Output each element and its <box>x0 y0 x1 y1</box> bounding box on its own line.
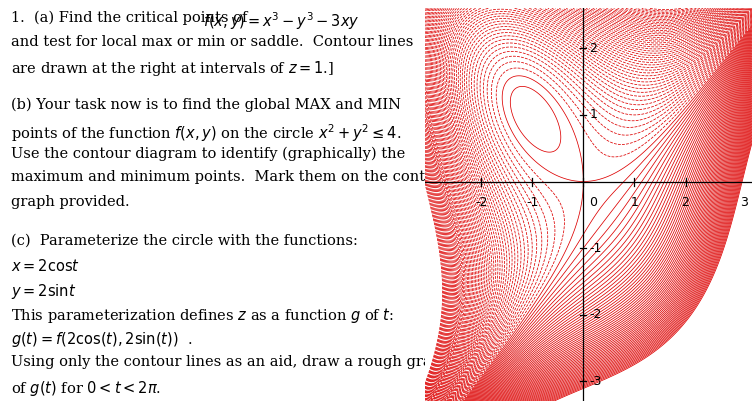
Text: (c)  Parameterize the circle with the functions:: (c) Parameterize the circle with the fun… <box>11 234 358 247</box>
Text: and test for local max or min or saddle.  Contour lines: and test for local max or min or saddle.… <box>11 35 413 48</box>
Text: $x = 2\mathrm{cos}t$: $x = 2\mathrm{cos}t$ <box>11 258 80 274</box>
Text: -1: -1 <box>526 196 538 209</box>
Text: Using only the contour lines as an aid, draw a rough graph: Using only the contour lines as an aid, … <box>11 355 450 369</box>
Text: Use the contour diagram to identify (graphically) the: Use the contour diagram to identify (gra… <box>11 146 405 161</box>
Text: 1: 1 <box>590 108 597 121</box>
Text: maximum and minimum points.  Mark them on the contour: maximum and minimum points. Mark them on… <box>11 171 450 184</box>
Text: (b) Your task now is to find the global MAX and MIN: (b) Your task now is to find the global … <box>11 98 401 112</box>
Text: $y = 2\mathrm{sin}t$: $y = 2\mathrm{sin}t$ <box>11 282 76 301</box>
Text: This parameterization defines $z$ as a function $g$ of $t$:: This parameterization defines $z$ as a f… <box>11 306 394 325</box>
Text: 3: 3 <box>741 196 748 209</box>
Text: -1: -1 <box>590 242 602 255</box>
Text: 1: 1 <box>630 196 638 209</box>
Text: 2: 2 <box>590 42 597 55</box>
Text: $f(x, y) = x^3 - y^3 - 3xy$: $f(x, y) = x^3 - y^3 - 3xy$ <box>203 10 360 32</box>
Text: points of the function $f(x, y)$ on the circle $x^2 + y^2 \leq 4$.: points of the function $f(x, y)$ on the … <box>11 122 401 144</box>
Text: 2: 2 <box>681 196 690 209</box>
Text: of $g(t)$ for $0 < t < 2\pi$.: of $g(t)$ for $0 < t < 2\pi$. <box>11 379 161 398</box>
Text: 0: 0 <box>590 196 597 209</box>
Text: 1.  (a) Find the critical points of: 1. (a) Find the critical points of <box>11 10 256 25</box>
Text: graph provided.: graph provided. <box>11 195 129 209</box>
Text: are drawn at the right at intervals of $z = 1$.]: are drawn at the right at intervals of $… <box>11 59 334 78</box>
Text: -2: -2 <box>590 308 602 321</box>
Text: -2: -2 <box>475 196 487 209</box>
Text: $g(t) = f(2\cos(t), 2\sin(t))$  .: $g(t) = f(2\cos(t), 2\sin(t))$ . <box>11 331 193 349</box>
Text: -3: -3 <box>590 375 602 388</box>
